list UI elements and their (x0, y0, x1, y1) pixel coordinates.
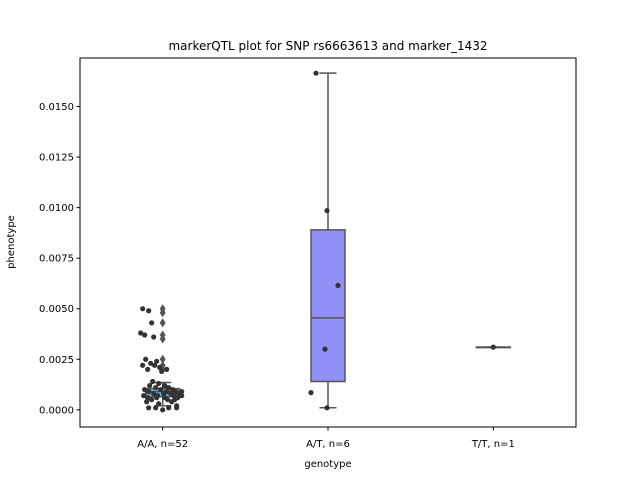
y-tick-label: 0.0025 (39, 355, 74, 366)
data-point (160, 407, 166, 413)
box-group (310, 72, 346, 409)
data-point (161, 391, 167, 397)
data-point (152, 362, 158, 368)
data-point (143, 356, 149, 362)
point-group (308, 70, 341, 411)
y-tick-label: 0.0000 (39, 405, 74, 416)
data-point (164, 366, 170, 372)
x-tick-label: A/T, n=6 (306, 439, 350, 450)
y-tick-label: 0.0100 (39, 203, 74, 214)
chart-title: markerQTL plot for SNP rs6663613 and mar… (168, 39, 487, 53)
point-group (490, 344, 496, 350)
data-point (153, 405, 159, 411)
x-tick-label: A/A, n=52 (137, 439, 188, 450)
y-axis-title: phenotype (6, 215, 17, 269)
data-point (145, 366, 151, 372)
y-tick-label: 0.0075 (39, 254, 74, 265)
data-point (324, 405, 330, 411)
data-point (148, 360, 154, 366)
outlier-marker (159, 334, 166, 344)
data-point (149, 397, 155, 403)
data-point (146, 308, 152, 314)
y-tick-label: 0.0050 (39, 304, 74, 315)
data-point (174, 405, 180, 411)
plot-area (138, 70, 512, 413)
data-point (157, 364, 163, 370)
data-point (165, 397, 171, 403)
y-axis: 0.0000 0.0025 0.0050 0.0075 0.0100 0.0125 0.01… (39, 102, 80, 416)
outlier-marker (159, 354, 166, 364)
data-point (151, 391, 157, 397)
data-point (140, 306, 146, 312)
data-point (142, 386, 148, 393)
data-point (145, 395, 151, 401)
data-point (171, 393, 177, 399)
data-point (156, 380, 162, 387)
outlier-marker (159, 308, 166, 318)
data-point (158, 386, 164, 393)
data-point (146, 389, 152, 395)
data-point (166, 384, 172, 391)
data-point (154, 358, 160, 364)
data-point (335, 282, 341, 289)
data-point (138, 330, 144, 336)
data-point (140, 362, 146, 368)
data-point (490, 344, 496, 350)
x-axis-title: genotype (304, 459, 351, 470)
y-tick-label: 0.0150 (39, 102, 74, 113)
data-point (147, 382, 153, 389)
outlier-marker (159, 318, 166, 328)
data-point (169, 399, 175, 405)
data-point (156, 401, 162, 407)
data-point (151, 334, 157, 340)
box-body (310, 229, 346, 383)
data-point (153, 384, 159, 391)
data-point (142, 332, 148, 338)
data-point (146, 405, 152, 411)
data-point (144, 399, 150, 405)
data-point (308, 390, 314, 396)
data-point (179, 393, 185, 399)
data-point (141, 393, 147, 399)
data-point (150, 378, 156, 385)
data-point (154, 395, 160, 401)
data-point (162, 382, 168, 389)
data-point (166, 405, 172, 411)
x-tick-label: T/T, n=1 (471, 439, 515, 450)
x-axis: A/A, n=52 A/T, n=6 T/T, n=1 (137, 427, 515, 450)
y-tick-label: 0.0125 (39, 153, 74, 164)
point-group (138, 306, 185, 413)
data-point (322, 346, 328, 352)
data-point (313, 70, 319, 76)
data-point (324, 208, 330, 214)
data-point (149, 320, 155, 326)
data-point (159, 368, 165, 374)
